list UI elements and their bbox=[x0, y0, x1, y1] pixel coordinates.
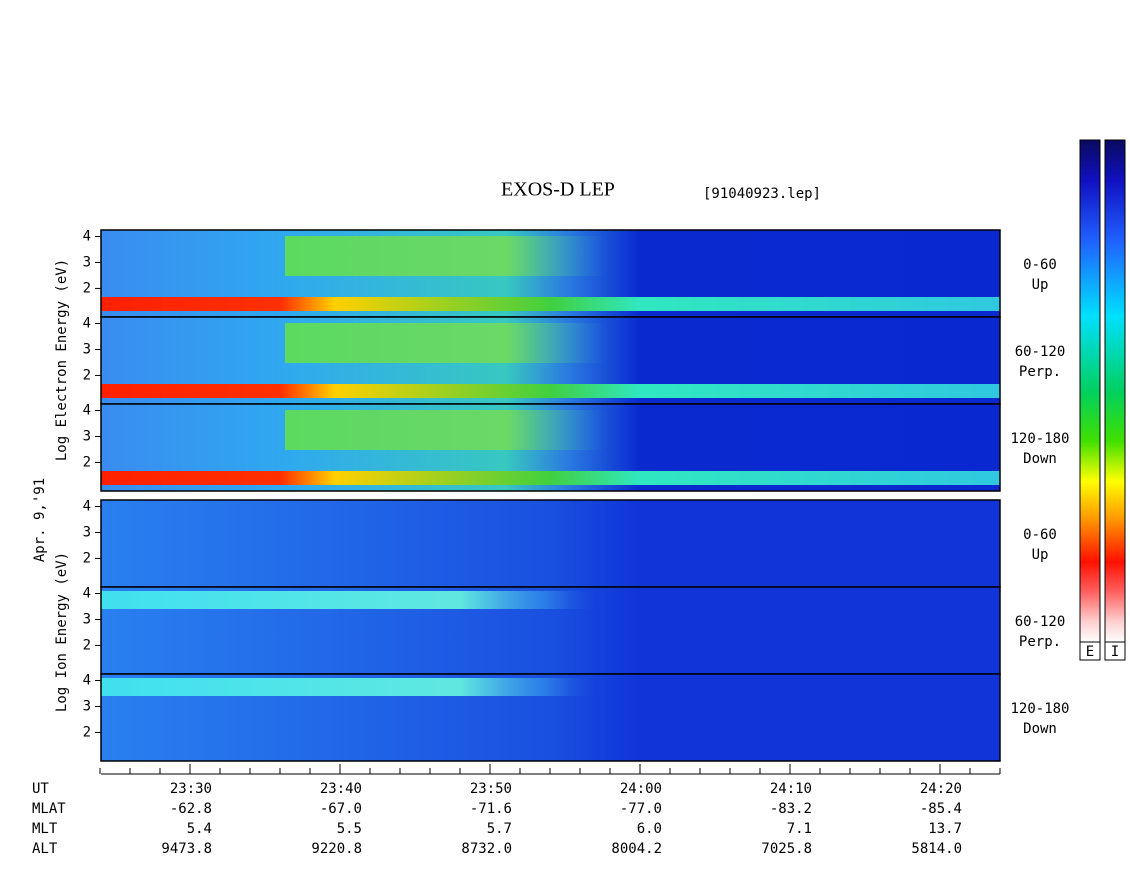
direction-label: Down bbox=[1023, 451, 1057, 467]
pitch-label: 120-180 bbox=[1010, 701, 1069, 717]
cell: 7.1 bbox=[787, 821, 812, 837]
title: EXOS-D LEP bbox=[501, 179, 615, 201]
cell: -71.6 bbox=[470, 801, 512, 817]
pitch-label: 0-60 bbox=[1023, 527, 1057, 543]
date-label: Apr. 9,'91 bbox=[32, 478, 48, 562]
y-tick-label: 3 bbox=[83, 254, 91, 270]
pitch-label: 120-180 bbox=[1010, 431, 1069, 447]
file-label: [91040923.lep] bbox=[703, 186, 821, 202]
y-tick-label: 3 bbox=[83, 611, 91, 627]
electron-axis-label: Log Electron Energy (eV) bbox=[54, 259, 70, 461]
y-tick-label: 4 bbox=[83, 585, 91, 601]
cell: 5.5 bbox=[337, 821, 362, 837]
cell: -62.8 bbox=[170, 801, 212, 817]
cell: -67.0 bbox=[320, 801, 362, 817]
cell: 8732.0 bbox=[461, 841, 512, 857]
direction-label: Up bbox=[1032, 547, 1049, 563]
y-tick-label: 2 bbox=[83, 724, 91, 740]
y-tick-label: 4 bbox=[83, 228, 91, 244]
row-label: ALT bbox=[32, 841, 58, 857]
cell: 9220.8 bbox=[311, 841, 362, 857]
spectrogram-band bbox=[285, 323, 605, 363]
pitch-label: 0-60 bbox=[1023, 257, 1057, 273]
row-label: MLAT bbox=[32, 801, 66, 817]
direction-label: Perp. bbox=[1019, 634, 1061, 650]
spectrogram-band bbox=[101, 591, 1000, 609]
cell: 24:10 bbox=[770, 781, 812, 797]
cell: 23:30 bbox=[170, 781, 212, 797]
cell: 24:20 bbox=[920, 781, 962, 797]
direction-label: Down bbox=[1023, 721, 1057, 737]
spectrogram bbox=[101, 500, 1000, 587]
cell: 5.7 bbox=[487, 821, 512, 837]
ion-axis-label: Log Ion Energy (eV) bbox=[54, 552, 70, 712]
spectrogram-band bbox=[101, 384, 1000, 398]
y-tick-label: 4 bbox=[83, 498, 91, 514]
cell: -85.4 bbox=[920, 801, 962, 817]
cell: 5.4 bbox=[187, 821, 212, 837]
pitch-label: 60-120 bbox=[1015, 614, 1066, 630]
y-tick-label: 3 bbox=[83, 341, 91, 357]
spectrogram-band bbox=[285, 410, 605, 450]
colorbar-label-box bbox=[1104, 641, 1126, 661]
colorbar bbox=[1104, 139, 1126, 643]
cell: 7025.8 bbox=[761, 841, 812, 857]
direction-label: Perp. bbox=[1019, 364, 1061, 380]
cell: 13.7 bbox=[928, 821, 962, 837]
direction-label: Up bbox=[1032, 277, 1049, 293]
cell: 5814.0 bbox=[911, 841, 962, 857]
colorbar bbox=[1079, 139, 1101, 643]
cell: 24:00 bbox=[620, 781, 662, 797]
y-tick-label: 2 bbox=[83, 454, 91, 470]
spectrogram-band bbox=[101, 297, 1000, 311]
cell: 23:40 bbox=[320, 781, 362, 797]
y-tick-label: 2 bbox=[83, 637, 91, 653]
y-tick-label: 2 bbox=[83, 367, 91, 383]
row-label: UT bbox=[32, 781, 49, 797]
cell: 6.0 bbox=[637, 821, 662, 837]
spectrogram-band bbox=[285, 236, 605, 276]
spectrogram-band bbox=[101, 678, 1000, 696]
y-tick-label: 3 bbox=[83, 524, 91, 540]
colorbar-label: E bbox=[1086, 644, 1094, 660]
y-tick-label: 2 bbox=[83, 280, 91, 296]
colorbar-label: I bbox=[1111, 644, 1119, 660]
y-tick-label: 4 bbox=[83, 402, 91, 418]
y-tick-label: 4 bbox=[83, 672, 91, 688]
colorbar-label-box bbox=[1079, 641, 1101, 661]
y-tick-label: 2 bbox=[83, 550, 91, 566]
panel-frame bbox=[100, 673, 1001, 762]
y-tick-label: 4 bbox=[83, 315, 91, 331]
cell: 8004.2 bbox=[611, 841, 662, 857]
row-label: MLT bbox=[32, 821, 58, 837]
cell: 9473.8 bbox=[161, 841, 212, 857]
cell: -77.0 bbox=[620, 801, 662, 817]
y-tick-label: 3 bbox=[83, 428, 91, 444]
cell: -83.2 bbox=[770, 801, 812, 817]
pitch-label: 60-120 bbox=[1015, 344, 1066, 360]
spectrogram-band bbox=[101, 471, 1000, 485]
cell: 23:50 bbox=[470, 781, 512, 797]
panel-frame bbox=[100, 403, 1001, 492]
y-tick-label: 3 bbox=[83, 698, 91, 714]
